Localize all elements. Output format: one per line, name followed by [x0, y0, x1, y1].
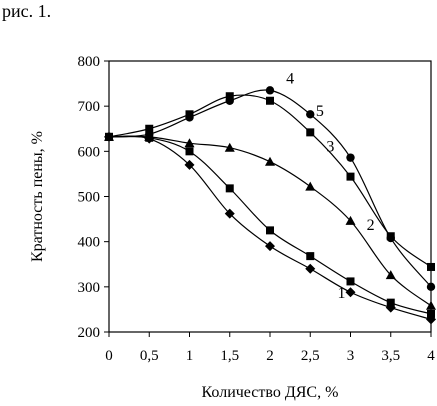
data-point-diamond	[345, 287, 356, 298]
x-tick-label: 4	[427, 348, 435, 364]
y-tick-label: 300	[78, 280, 101, 296]
x-tick-label: 0,5	[140, 348, 159, 364]
data-point-square	[225, 92, 234, 101]
series-label-3: 3	[326, 138, 334, 155]
y-axis: 200 300 400 500 600 700 800	[78, 54, 109, 341]
data-point-triangle	[385, 270, 396, 280]
series-label-4: 4	[286, 71, 294, 88]
y-axis-title: Кратность пены, %	[29, 131, 46, 262]
series-line-4	[108, 89, 432, 288]
series-label-2: 2	[367, 217, 375, 234]
data-point-diamond	[265, 241, 275, 252]
y-tick-label: 800	[78, 54, 101, 70]
series-label-1: 1	[337, 285, 345, 302]
x-tick-label: 1	[186, 348, 194, 364]
x-tick-label: 2	[266, 348, 274, 364]
series-3	[104, 131, 436, 310]
x-tick-label: 3,5	[381, 348, 400, 364]
series-5	[105, 92, 435, 271]
data-point-triangle	[305, 181, 316, 191]
data-point-circle	[346, 153, 355, 162]
series-4	[104, 86, 436, 292]
data-point-diamond	[224, 208, 235, 219]
data-point-square	[266, 96, 274, 105]
data-point-square	[346, 277, 355, 286]
data-point-circle	[265, 86, 275, 95]
series-line-5	[108, 94, 432, 268]
y-tick-label: 400	[78, 235, 101, 251]
data-point-square	[105, 132, 113, 141]
y-tick-label: 200	[78, 325, 101, 341]
data-point-square	[225, 184, 234, 193]
data-point-square	[306, 128, 315, 137]
data-point-triangle	[265, 156, 275, 166]
series-label-5: 5	[316, 103, 324, 120]
data-point-diamond	[184, 159, 195, 170]
data-point-square	[427, 309, 435, 318]
series-labels: 1 2 3 4 5	[286, 71, 375, 303]
y-tick-label: 600	[78, 144, 101, 160]
x-axis: 0 0,5 1 1,5 2 2,5 3 3,5 4	[105, 332, 435, 364]
data-point-triangle	[345, 215, 356, 225]
x-tick-label: 1,5	[220, 348, 239, 364]
data-point-circle	[306, 110, 315, 119]
figure-caption: рис. 1.	[2, 1, 52, 21]
data-point-square	[306, 252, 315, 261]
x-tick-label: 3	[347, 348, 355, 364]
data-point-square	[266, 226, 274, 235]
x-tick-label: 0	[105, 348, 113, 364]
x-tick-label: 2,5	[301, 348, 320, 364]
y-tick-label: 500	[78, 190, 101, 206]
data-point-square	[346, 172, 355, 181]
x-axis-title: Количество ДЯС, %	[202, 384, 339, 401]
data-point-square	[185, 110, 194, 119]
data-point-triangle	[426, 300, 436, 310]
data-point-square	[427, 262, 435, 271]
series-layer	[104, 86, 436, 325]
data-point-triangle	[184, 138, 195, 148]
data-point-square	[386, 232, 395, 241]
y-tick-label: 700	[78, 99, 101, 115]
data-point-square	[185, 147, 194, 156]
data-point-circle	[426, 282, 436, 292]
data-point-diamond	[305, 263, 316, 274]
data-point-square	[145, 124, 154, 133]
data-point-square	[386, 298, 395, 307]
data-point-triangle	[224, 142, 235, 152]
